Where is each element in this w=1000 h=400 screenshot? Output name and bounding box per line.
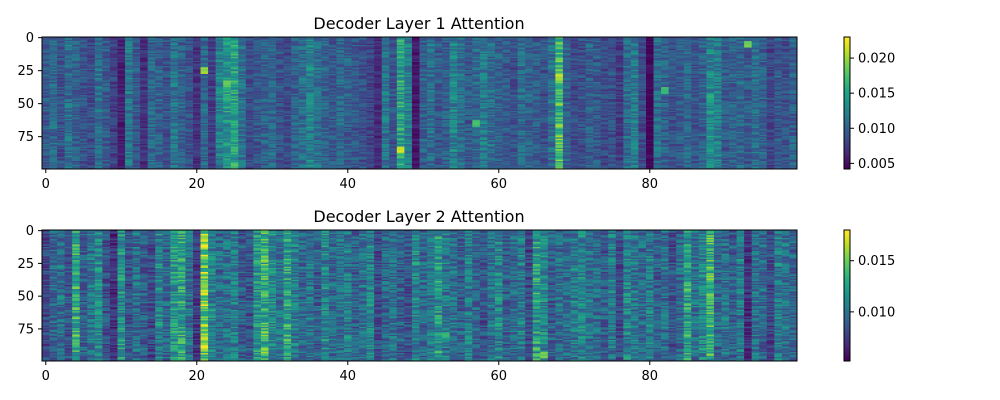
chart-title: Decoder Layer 1 Attention: [313, 14, 524, 33]
heatmap-panel-layer-1: Decoder Layer 1 Attention 0 20 40 60 80 0255…: [17, 14, 895, 192]
heatmap-cells: [42, 37, 797, 169]
